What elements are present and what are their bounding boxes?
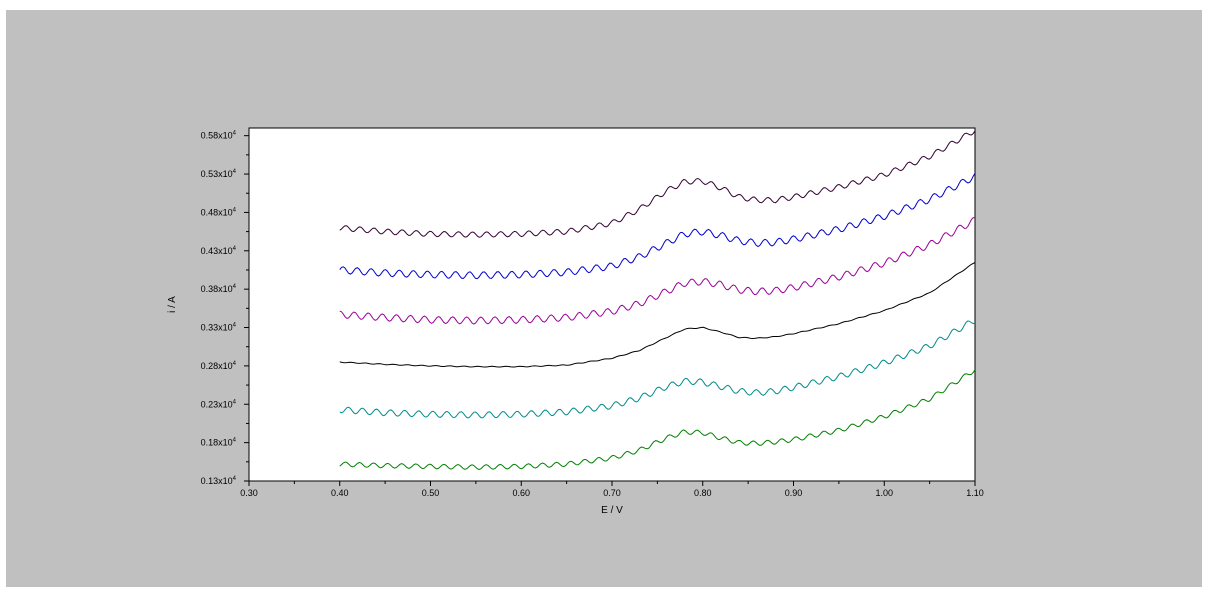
series-line [339,262,976,368]
series-line [339,173,976,280]
y-tick-label: 0.53x104 [201,169,237,179]
y-tick-label: 0.28x104 [201,361,237,371]
x-tick-label: 0.80 [694,488,712,498]
y-tick-label: 0.38x104 [201,284,237,294]
x-tick-label: 0.70 [603,488,621,498]
y-tick-label: 0.43x104 [201,246,237,256]
series-line [339,369,976,470]
axes-layer: 0.30 0.40 0.50 0.60 0.70 0.80 0.90 1.00 1.10 0.13… [201,131,984,498]
x-tick-label: 0.30 [240,488,258,498]
x-tick-label: 0.50 [422,488,440,498]
y-tick-label: 0.13x104 [201,476,237,486]
x-axis-title: E / V [601,505,623,516]
x-tick-label: 1.10 [966,488,984,498]
plot-area [248,127,976,482]
series-line [339,130,976,238]
y-tick-label: 0.58x104 [201,131,237,141]
x-tick-label: 0.90 [785,488,803,498]
y-tick-label: 0.23x104 [201,399,237,409]
x-tick-label: 1.00 [875,488,893,498]
y-tick-label: 0.48x104 [201,207,237,217]
x-tick-label: 0.40 [331,488,349,498]
x-tick-label: 0.60 [512,488,530,498]
y-axis-title: i / A [167,296,178,313]
y-tick-label: 0.33x104 [201,323,237,333]
y-tick-label: 0.18x104 [201,438,237,448]
series-line [339,320,976,419]
series-line [339,217,976,325]
series-layer [339,130,976,470]
